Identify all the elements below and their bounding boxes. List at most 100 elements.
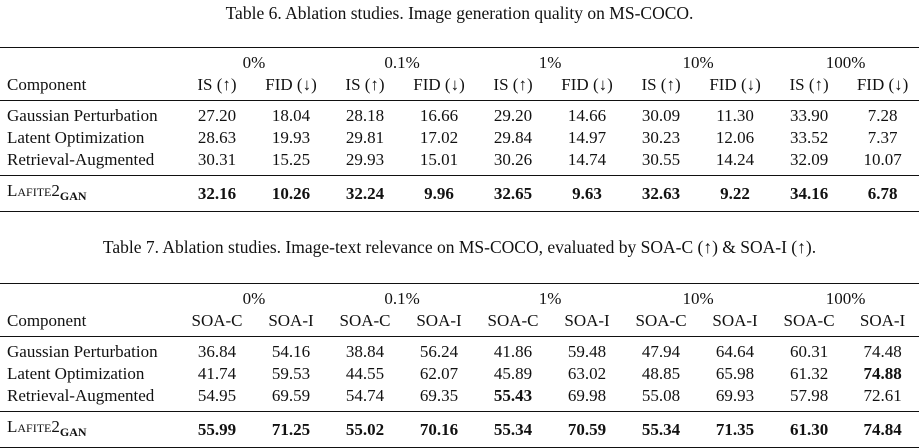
table-cell: 64.64: [698, 336, 773, 363]
table-cell: 19.93: [271, 128, 311, 147]
table-cell-bold: 9.63: [550, 175, 625, 212]
table-cell-bold: 10.26: [254, 175, 329, 212]
table-cell: 54.16: [254, 336, 329, 363]
table-cell: 12.06: [715, 128, 755, 147]
table-cell: 28.63: [197, 128, 237, 147]
table-cell: 44.55: [345, 364, 385, 383]
table7-metric-header: SOA-I: [564, 311, 610, 330]
table-cell: 69.93: [715, 386, 755, 405]
table6-metric-header: IS (↑): [641, 75, 681, 94]
method-name: Lafite2: [7, 181, 60, 200]
table-cell: 32.09: [789, 150, 829, 169]
table6-percent-header-row: 0% 0.1% 1% 10% 100%: [0, 47, 919, 74]
table6-metric-header: FID (↓): [856, 75, 909, 94]
table7-metric-header: SOA-C: [635, 311, 687, 330]
table7-metric-header-row: Component SOA-C SOA-I SOA-C SOA-I SOA-C …: [0, 310, 919, 337]
table6-pct-header: 100%: [772, 47, 919, 74]
method-name: Lafite2: [7, 417, 60, 436]
table6: 0% 0.1% 1% 10% 100% Component IS (↑) FID…: [0, 47, 919, 212]
table6-pct-header: 10%: [624, 47, 773, 74]
table-cell-bold: 61.30: [772, 411, 847, 448]
table-cell: 59.48: [550, 336, 625, 363]
table-cell: 55.08: [641, 386, 681, 405]
table-cell: 74.48: [846, 336, 919, 363]
table7-pct-header: 100%: [772, 283, 919, 310]
table-cell: 56.24: [402, 336, 477, 363]
table6-metric-header: IS (↑): [493, 75, 533, 94]
table-cell: 30.23: [641, 128, 681, 147]
table-cell-bold: 32.63: [624, 175, 699, 212]
table-cell: 55.34: [476, 411, 551, 448]
table-cell-bold: 55.34: [624, 411, 699, 448]
table-cell: 60.31: [772, 336, 847, 363]
table7-metric-header: SOA-C: [783, 311, 835, 330]
table6-metric-header-row: Component IS (↑) FID (↓) IS (↑) FID (↓) …: [0, 74, 919, 101]
table-cell: 36.84: [180, 336, 254, 363]
table7-percent-header-row: 0% 0.1% 1% 10% 100%: [0, 283, 919, 310]
row-component-name: Latent Optimization: [7, 128, 145, 147]
table-cell: 63.02: [567, 364, 607, 383]
table-cell: 62.07: [419, 364, 459, 383]
table-cell: 69.59: [271, 386, 311, 405]
table-cell-bold: 70.16: [402, 411, 477, 448]
table-cell: 30.55: [641, 150, 681, 169]
table-cell-bold: 32.16: [180, 175, 254, 212]
table6-metric-header: IS (↑): [789, 75, 829, 94]
table-cell: 15.25: [271, 150, 311, 169]
table-cell: 33.90: [772, 100, 847, 127]
table-cell: 41.86: [476, 336, 551, 363]
table-cell: 30.26: [493, 150, 533, 169]
row-component-name: Gaussian Perturbation: [0, 336, 180, 363]
table6-metric-header: FID (↓): [265, 75, 317, 94]
table7-pct-header: 10%: [624, 283, 773, 310]
table-cell: 57.98: [789, 386, 829, 405]
table-cell: 29.84: [493, 128, 533, 147]
table-cell: 18.04: [254, 100, 329, 127]
table-cell: 28.18: [328, 100, 403, 127]
table-cell-bold: 55.43: [493, 386, 533, 405]
row-component-name: Retrieval-Augmented: [7, 150, 155, 169]
table-cell: 48.85: [641, 364, 681, 383]
method-subscript: GAN: [59, 189, 87, 203]
table7-metric-header: SOA-C: [339, 311, 391, 330]
table-cell-bold: 34.16: [772, 175, 847, 212]
table-cell-bold: 74.88: [863, 364, 902, 383]
table-cell: 74.84: [846, 411, 919, 448]
table-cell: 45.89: [493, 364, 533, 383]
table-cell: 29.81: [345, 128, 385, 147]
table7-metric-header: SOA-C: [487, 311, 539, 330]
table-cell: 27.20: [180, 100, 254, 127]
table-cell-bold: 32.24: [328, 175, 403, 212]
table7-metric-header: SOA-C: [191, 311, 243, 330]
table-cell-bold: 9.22: [698, 175, 773, 212]
table-cell: 10.07: [863, 150, 902, 169]
table7-pct-header: 1%: [476, 283, 625, 310]
table-cell: 17.02: [419, 128, 459, 147]
table6-component-header: Component: [7, 75, 87, 94]
table-cell: 59.53: [271, 364, 311, 383]
table7-pct-header: 0%: [180, 283, 329, 310]
table7-metric-header: SOA-I: [859, 311, 906, 330]
row-component-name: Gaussian Perturbation: [0, 100, 180, 127]
table-row: Retrieval-Augmented 30.31 15.25 29.93 15…: [0, 149, 919, 176]
table-row: Latent Optimization 28.63 19.93 29.81 17…: [0, 127, 919, 149]
table-cell-bold: 71.35: [698, 411, 773, 448]
table-cell: 33.52: [789, 128, 829, 147]
table-cell: 38.84: [328, 336, 403, 363]
table-cell: 30.09: [624, 100, 699, 127]
table7-metric-header: SOA-I: [416, 311, 462, 330]
table6-pct-header: 0.1%: [328, 47, 477, 74]
table-cell: 65.98: [715, 364, 755, 383]
row-component-name: Latent Optimization: [7, 364, 145, 383]
table6-pct-header: 1%: [476, 47, 625, 74]
table-row-final: Lafite2GAN 32.16 10.26 32.24 9.96 32.65 …: [0, 175, 919, 212]
table-cell: 41.74: [197, 364, 237, 383]
table-cell: 7.37: [867, 128, 898, 147]
table7-pct-header: 0.1%: [328, 283, 477, 310]
table-cell: 14.66: [550, 100, 625, 127]
table-cell: 14.24: [715, 150, 755, 169]
table-row: Latent Optimization 41.74 59.53 44.55 62…: [0, 363, 919, 385]
row-component-name: Retrieval-Augmented: [7, 386, 155, 405]
table-cell: 61.32: [789, 364, 829, 383]
table-cell: 47.94: [624, 336, 699, 363]
